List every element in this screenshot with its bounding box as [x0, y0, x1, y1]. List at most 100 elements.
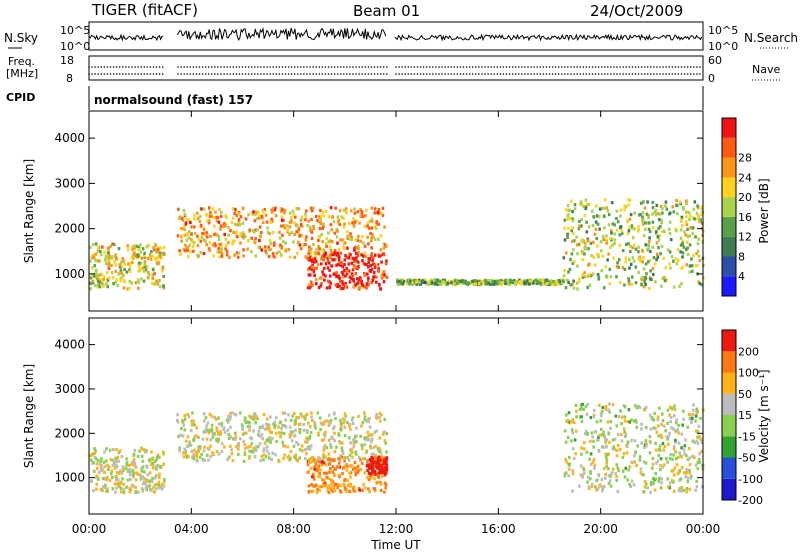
power-cell [360, 212, 364, 216]
velocity-cell [661, 412, 664, 416]
power-cell [310, 217, 313, 221]
nave-point [201, 73, 204, 75]
velocity-cell [155, 467, 158, 471]
power-cell [651, 220, 655, 224]
nsearch-label: N.Search [744, 31, 798, 45]
freq-point [625, 66, 627, 68]
velocity-cell [373, 469, 377, 474]
power-cell [587, 225, 591, 229]
velocity-cell [377, 471, 380, 475]
freq-point [429, 66, 431, 68]
velocity-cell [374, 464, 378, 468]
power-cell [630, 275, 634, 279]
power-cell [587, 272, 591, 277]
power-cell [93, 274, 96, 278]
velocity-cell [669, 453, 672, 457]
power-cell [126, 248, 130, 252]
power-cell [264, 249, 267, 253]
velocity-cell [385, 463, 388, 467]
velocity-cell [686, 476, 689, 480]
nave-point [361, 73, 364, 75]
power-cell [374, 226, 378, 230]
velocity-cell [246, 445, 249, 449]
velocity-cell [623, 419, 627, 423]
velocity-cell [625, 451, 629, 455]
freq-point [539, 66, 542, 68]
velocity-cell [191, 422, 194, 426]
velocity-cell [114, 490, 117, 494]
velocity-cell [371, 473, 375, 477]
power-cell [383, 273, 386, 277]
nave-point [416, 73, 419, 75]
power-cell [308, 245, 311, 249]
nave-point [640, 73, 643, 75]
velocity-cell [655, 430, 659, 434]
power-cell [364, 254, 368, 259]
power-cell [205, 243, 208, 247]
nave-point [192, 73, 195, 75]
power-cell [397, 279, 401, 284]
velocity-cell [330, 488, 334, 492]
power-cell [339, 287, 342, 291]
velocity-cell [589, 471, 592, 475]
nave-point [183, 73, 185, 75]
velocity-cell [648, 451, 652, 455]
power-cell [263, 207, 267, 212]
power-cell [686, 252, 690, 256]
power-cell [353, 211, 357, 215]
power-cell [131, 245, 134, 249]
power-cell [242, 254, 245, 258]
nave-point [336, 73, 339, 75]
power-cell [192, 249, 195, 253]
velocity-cbar-tick-label: 100 [738, 367, 759, 380]
power-cell [571, 261, 575, 265]
power-cell [645, 212, 649, 216]
power-cell [581, 258, 585, 262]
velocity-cell [291, 430, 295, 434]
power-cell [627, 277, 630, 281]
velocity-cell [197, 448, 201, 452]
velocity-cell [125, 461, 129, 465]
power-cell [321, 270, 324, 274]
velocity-cell [288, 435, 292, 439]
freq-point [281, 66, 284, 68]
power-cell [583, 271, 586, 275]
power-cell [562, 256, 566, 260]
velocity-cell [134, 478, 138, 482]
power-cell [193, 232, 197, 236]
power-cell [681, 251, 685, 255]
velocity-cell [377, 466, 381, 470]
power-cell [186, 248, 190, 252]
power-cell [644, 282, 647, 286]
power-cell [459, 282, 463, 286]
freq-point [223, 66, 225, 68]
velocity-cell [217, 437, 220, 441]
power-cell [331, 252, 335, 256]
velocity-cell [584, 432, 587, 436]
velocity-cell [580, 415, 583, 419]
power-cell [307, 273, 311, 277]
power-cell [479, 282, 483, 286]
power-cell [600, 206, 603, 210]
velocity-cell [129, 471, 132, 475]
power-cell [199, 223, 203, 227]
velocity-cell [678, 451, 681, 455]
power-cell [659, 204, 663, 208]
velocity-cell [690, 420, 693, 425]
velocity-cell [691, 439, 695, 443]
power-cell [137, 245, 141, 249]
power-cell [128, 280, 132, 284]
power-cell [352, 256, 355, 260]
velocity-cell [693, 455, 696, 460]
nave-point [109, 73, 112, 75]
velocity-cell [632, 483, 636, 487]
power-cell [603, 286, 606, 290]
velocity-cell [592, 458, 596, 462]
power-cell [354, 258, 357, 262]
power-cell [96, 285, 100, 289]
velocity-cell [126, 478, 130, 482]
power-cell [575, 281, 579, 285]
velocity-cell [144, 480, 148, 484]
beam-label: Beam 01 [353, 2, 420, 20]
power-cell [379, 248, 383, 252]
